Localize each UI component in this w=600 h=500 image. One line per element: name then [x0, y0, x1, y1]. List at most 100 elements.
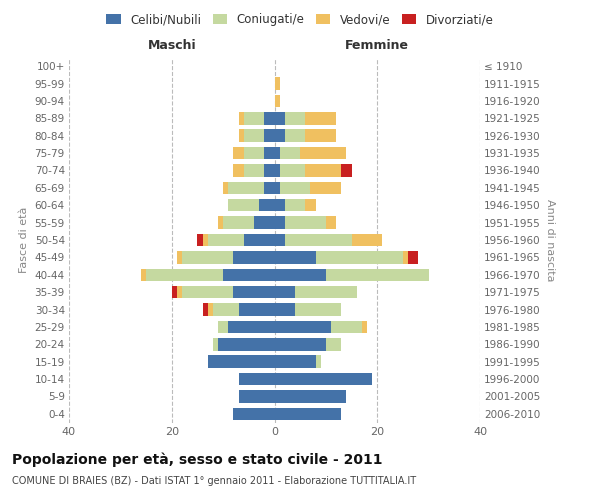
Bar	[275, 408, 341, 420]
Bar	[362, 320, 367, 333]
Bar	[285, 234, 352, 246]
Bar	[280, 182, 310, 194]
Bar	[182, 251, 233, 264]
Bar	[300, 147, 346, 160]
Bar	[244, 234, 275, 246]
Bar	[223, 216, 254, 229]
Bar	[239, 390, 275, 402]
Bar	[182, 286, 233, 298]
Bar	[203, 234, 208, 246]
Bar	[228, 199, 259, 211]
Bar	[275, 182, 280, 194]
Bar	[285, 216, 326, 229]
Legend: Celibi/Nubili, Coniugati/e, Vedovi/e, Divorziati/e: Celibi/Nubili, Coniugati/e, Vedovi/e, Di…	[101, 8, 499, 31]
Bar	[177, 251, 182, 264]
Bar	[228, 320, 275, 333]
Bar	[213, 338, 218, 350]
Bar	[223, 268, 275, 281]
Bar	[239, 304, 275, 316]
Bar	[275, 390, 346, 402]
Bar	[203, 304, 208, 316]
Bar	[244, 130, 264, 142]
Bar	[233, 408, 275, 420]
Bar	[275, 94, 280, 107]
Bar	[228, 182, 264, 194]
Bar	[275, 304, 295, 316]
Bar	[254, 216, 275, 229]
Bar	[223, 182, 228, 194]
Bar	[264, 130, 275, 142]
Bar	[275, 251, 316, 264]
Bar	[244, 147, 264, 160]
Bar	[264, 164, 275, 176]
Text: COMUNE DI BRAIES (BZ) - Dati ISTAT 1° gennaio 2011 - Elaborazione TUTTITALIA.IT: COMUNE DI BRAIES (BZ) - Dati ISTAT 1° ge…	[12, 476, 416, 486]
Text: Femmine: Femmine	[345, 40, 409, 52]
Bar	[275, 130, 285, 142]
Bar	[239, 112, 244, 124]
Bar	[233, 147, 244, 160]
Bar	[141, 268, 146, 281]
Bar	[218, 338, 275, 350]
Bar	[275, 78, 280, 90]
Bar	[233, 286, 275, 298]
Bar	[341, 164, 352, 176]
Bar	[305, 199, 316, 211]
Bar	[275, 356, 316, 368]
Bar	[275, 216, 285, 229]
Bar	[275, 164, 280, 176]
Text: Maschi: Maschi	[148, 40, 196, 52]
Bar	[280, 164, 305, 176]
Bar	[331, 320, 362, 333]
Bar	[285, 199, 305, 211]
Bar	[316, 251, 403, 264]
Bar	[316, 356, 321, 368]
Bar	[146, 268, 223, 281]
Bar	[208, 356, 275, 368]
Y-axis label: Fasce di età: Fasce di età	[19, 207, 29, 273]
Bar	[352, 234, 382, 246]
Bar	[408, 251, 418, 264]
Bar	[275, 286, 295, 298]
Bar	[305, 164, 341, 176]
Bar	[275, 147, 280, 160]
Bar	[275, 199, 285, 211]
Bar	[264, 112, 275, 124]
Bar	[244, 164, 264, 176]
Bar	[259, 199, 275, 211]
Bar	[305, 130, 336, 142]
Bar	[285, 112, 305, 124]
Bar	[239, 373, 275, 386]
Bar	[233, 164, 244, 176]
Bar	[326, 216, 336, 229]
Bar	[275, 373, 372, 386]
Bar	[305, 112, 336, 124]
Y-axis label: Anni di nascita: Anni di nascita	[545, 198, 555, 281]
Bar	[285, 130, 305, 142]
Bar	[213, 304, 239, 316]
Bar	[244, 112, 264, 124]
Bar	[275, 234, 285, 246]
Bar	[275, 338, 326, 350]
Bar	[403, 251, 408, 264]
Bar	[177, 286, 182, 298]
Text: Popolazione per età, sesso e stato civile - 2011: Popolazione per età, sesso e stato civil…	[12, 452, 383, 467]
Bar	[280, 147, 300, 160]
Bar	[275, 112, 285, 124]
Bar	[310, 182, 341, 194]
Bar	[233, 251, 275, 264]
Bar	[218, 320, 228, 333]
Bar	[295, 286, 357, 298]
Bar	[264, 147, 275, 160]
Bar	[208, 234, 244, 246]
Bar	[275, 268, 326, 281]
Bar	[239, 130, 244, 142]
Bar	[197, 234, 203, 246]
Bar	[275, 320, 331, 333]
Bar	[218, 216, 223, 229]
Bar	[295, 304, 341, 316]
Bar	[208, 304, 213, 316]
Bar	[326, 338, 341, 350]
Bar	[172, 286, 177, 298]
Bar	[264, 182, 275, 194]
Bar	[326, 268, 428, 281]
